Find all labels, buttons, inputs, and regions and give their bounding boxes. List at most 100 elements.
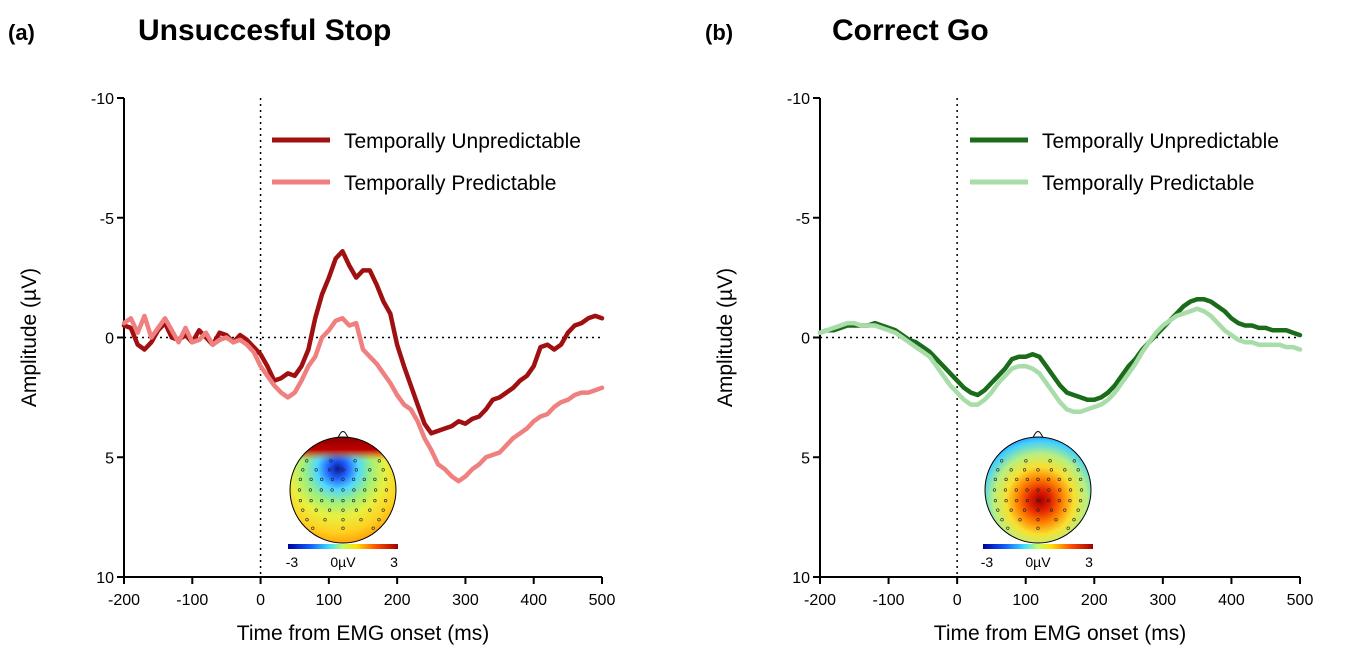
electrode-marker (1036, 526, 1040, 530)
y-tick-label: 0 (105, 331, 114, 348)
electrode-marker (368, 468, 372, 472)
electrode-marker (341, 488, 345, 492)
electrode-marker (301, 468, 305, 472)
electrode-marker (1078, 499, 1083, 503)
electrode-marker (992, 488, 997, 492)
electrode-marker (1072, 459, 1076, 463)
electrode-marker (1003, 488, 1008, 492)
electrode-marker (328, 508, 332, 512)
electrode-marker (1047, 488, 1051, 492)
panel-letter: (b) (705, 20, 733, 45)
y-tick-label: 5 (105, 450, 114, 467)
nose-outline (1032, 431, 1044, 439)
x-tick-label: 500 (1287, 592, 1314, 609)
electrode-marker (377, 459, 381, 463)
electrode-marker (298, 499, 303, 503)
electrode-marker (1057, 499, 1061, 503)
electrode-marker (1004, 499, 1008, 503)
electrode-marker (311, 526, 315, 530)
y-tick-label: -10 (787, 91, 810, 108)
electrode-marker (1068, 499, 1072, 503)
electrode-marker (996, 508, 1000, 512)
electrode-marker (1048, 459, 1052, 463)
electrode-marker (384, 499, 388, 503)
y-tick-label: 0 (801, 331, 810, 348)
electrode-marker (308, 488, 313, 492)
electrode-marker (354, 468, 359, 472)
electrode-marker (309, 499, 313, 503)
panel-b: (b) Correct Go -10 -5 0 5 10 -200 -100 0 100 200 300… (705, 14, 1313, 645)
x-axis-label: Time from EMG onset (ms) (237, 622, 489, 645)
electrode-marker (1049, 468, 1053, 472)
y-axis-label: Amplitude (µV) (714, 268, 737, 407)
legend-label: Temporally Unpredictable (1042, 130, 1279, 153)
x-tick-label: 400 (1218, 592, 1245, 609)
x-tick-label: 0 (953, 592, 962, 609)
electrode-marker (381, 508, 385, 512)
x-tick-label: 300 (1150, 592, 1177, 609)
electrode-marker (341, 518, 345, 522)
electrode-marker (1068, 488, 1073, 492)
electrode-marker (354, 508, 359, 512)
legend-label: Temporally Predictable (344, 172, 556, 195)
electrode-marker (309, 477, 313, 482)
x-tick-label: 200 (384, 592, 411, 609)
electrode-marker (1068, 477, 1072, 482)
x-tick-label: -100 (176, 592, 208, 609)
electrode-marker (1036, 468, 1040, 472)
x-tick-label: -200 (108, 592, 140, 609)
electrode-marker (374, 488, 378, 492)
electrode-marker (1036, 499, 1040, 503)
x-tick-label: 100 (1012, 592, 1039, 609)
electrode-marker (1078, 477, 1083, 482)
electrode-marker (352, 499, 356, 503)
colorbar-min-label: -3 (286, 554, 299, 570)
electrode-marker (298, 477, 303, 482)
electrode-marker (359, 518, 363, 522)
head-outline (984, 436, 1092, 544)
x-tick-label: 400 (520, 592, 547, 609)
electrode-marker (352, 477, 356, 482)
electrode-marker (328, 468, 332, 472)
electrode-marker (1025, 477, 1029, 482)
electrode-marker (1000, 518, 1004, 522)
electrode-marker (320, 477, 324, 482)
electrode-marker (1014, 488, 1018, 492)
electrode-marker (384, 477, 388, 482)
panel-a: (a) Unsuccesful Stop -10 -5 0 5 10 -200 -100 0 100… (8, 14, 615, 645)
electrode-marker (353, 459, 357, 463)
electrode-marker (368, 508, 372, 512)
electrode-marker (1072, 518, 1076, 522)
electrode-marker (1004, 477, 1008, 482)
electrode-marker (330, 488, 334, 492)
electrode-marker (384, 488, 389, 492)
electrode-marker (319, 488, 323, 492)
electrode-marker (377, 518, 381, 522)
colorbar-mid-label: 0µV (330, 554, 356, 570)
colorbar (983, 544, 1093, 549)
y-tick-label: 10 (96, 570, 114, 587)
series-line-unpredictable (817, 296, 1303, 403)
electrode-marker (1024, 459, 1028, 463)
electrode-marker (1018, 518, 1022, 522)
electrode-marker (373, 499, 377, 503)
scalp-potential-map (985, 437, 1091, 543)
legend-label: Temporally Predictable (1042, 172, 1254, 195)
electrode-marker (371, 526, 375, 530)
electrode-marker (341, 526, 345, 530)
electrode-marker (362, 477, 366, 482)
electrode-marker (341, 508, 345, 512)
electrode-marker (996, 468, 1000, 472)
electrode-marker (341, 468, 345, 472)
colorbar-max-label: 3 (390, 554, 398, 570)
electrode-marker (1036, 488, 1040, 492)
electrode-marker (341, 499, 345, 503)
colorbar-min-label: -3 (981, 554, 994, 570)
electrode-marker (1036, 508, 1040, 512)
colorbar-mid-label: 0µV (1025, 554, 1051, 570)
electrode-marker (1036, 518, 1040, 522)
legend-label: Temporally Unpredictable (344, 130, 581, 153)
electrode-marker (1076, 468, 1080, 472)
electrode-marker (1036, 477, 1040, 482)
y-tick-label: -5 (100, 211, 114, 228)
